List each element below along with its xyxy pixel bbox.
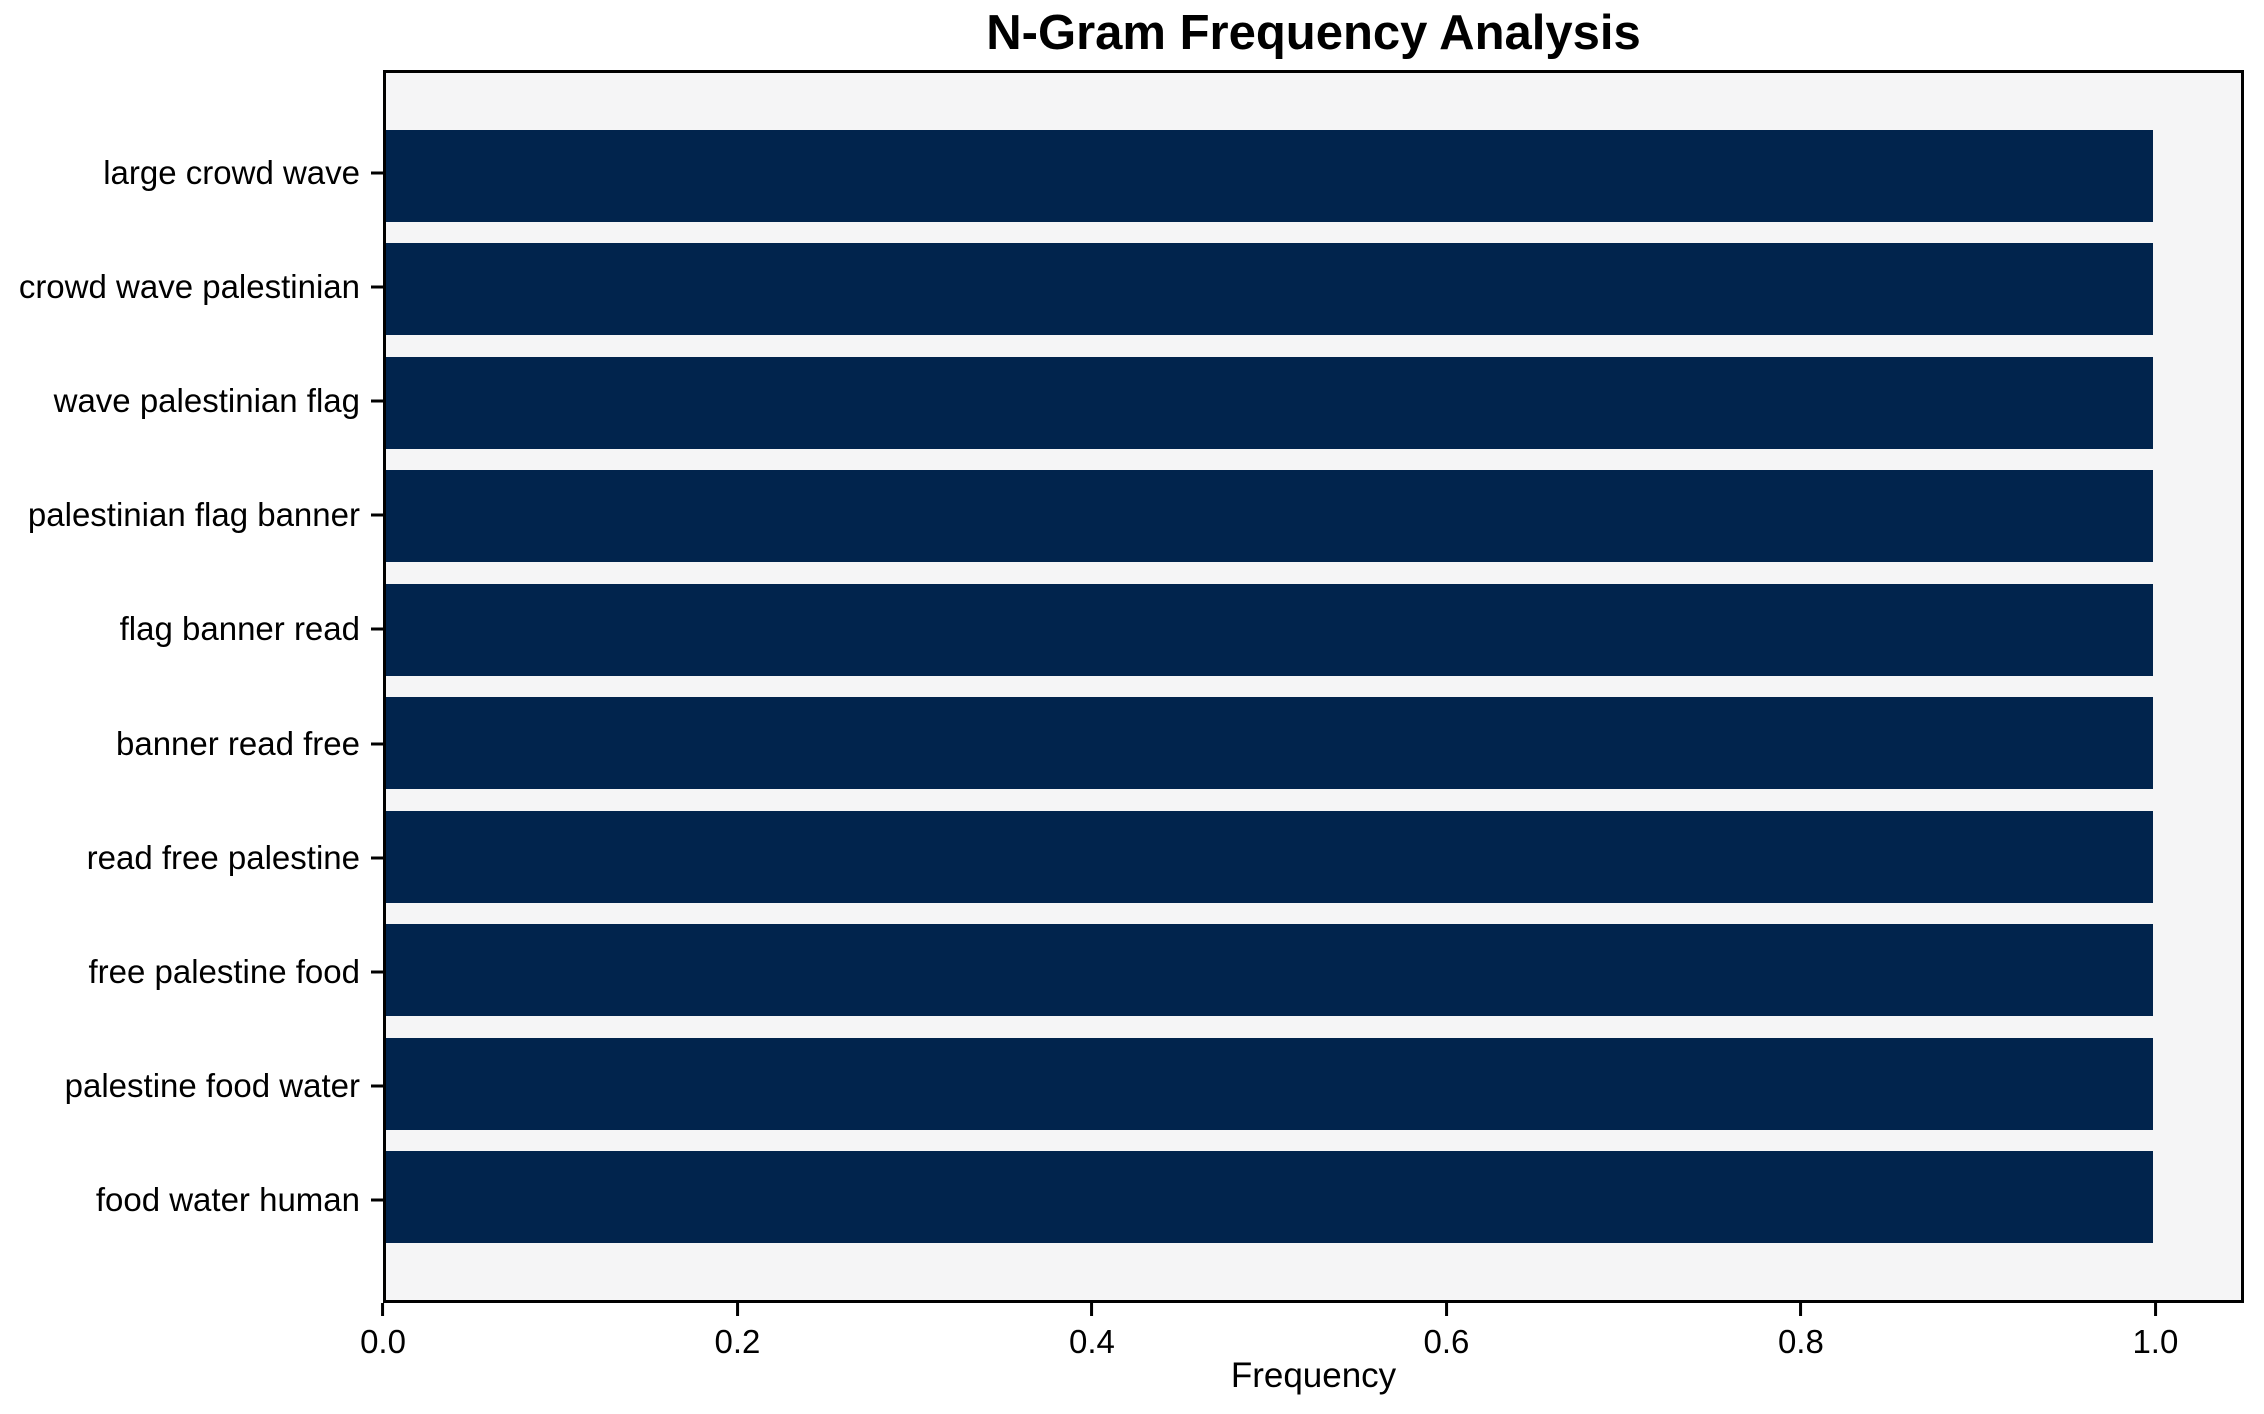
y-tick-label: wave palestinian flag: [53, 382, 360, 420]
y-tick-label: flag banner read: [119, 610, 360, 648]
bar: [386, 129, 2153, 222]
bar: [386, 243, 2153, 336]
bar-row: [386, 573, 2241, 687]
x-tick-label: 0.2: [714, 1323, 761, 1360]
y-tick-row: flag banner read: [0, 572, 383, 686]
y-tick-mark: [371, 742, 383, 746]
bar: [386, 810, 2153, 903]
bar: [386, 583, 2153, 676]
chart-title: N-Gram Frequency Analysis: [986, 6, 1641, 60]
bar-row: [386, 119, 2241, 233]
bar-row: [386, 914, 2241, 1028]
y-axis: large crowd wave crowd wave palestinian wa…: [0, 70, 383, 1303]
y-tick-row: banner read free: [0, 686, 383, 800]
x-tick-label: 0.4: [1069, 1323, 1115, 1360]
y-tick-mark: [371, 627, 383, 631]
y-tick-label: palestinian flag banner: [27, 496, 360, 534]
x-tick-mark: [735, 1303, 739, 1316]
bar: [386, 697, 2153, 790]
bar: [386, 924, 2153, 1017]
bars-container: [386, 73, 2241, 1300]
y-tick-row: large crowd wave: [0, 116, 383, 230]
y-tick-row: food water human: [0, 1143, 383, 1257]
x-tick: 0.8: [1778, 1303, 1824, 1361]
y-tick-label: large crowd wave: [103, 154, 360, 192]
bar: [386, 1151, 2153, 1244]
bar-row: [386, 687, 2241, 801]
y-tick-mark: [371, 513, 383, 517]
y-tick-label: free palestine food: [88, 952, 360, 990]
x-tick: 1.0: [2132, 1303, 2178, 1361]
x-tick-mark: [1444, 1303, 1448, 1316]
x-tick-mark: [381, 1303, 385, 1316]
x-tick: 0.0: [360, 1303, 406, 1361]
y-tick-mark: [371, 856, 383, 860]
x-axis: 0.0 0.2 0.4 0.6 0.8 1.0: [360, 1303, 2244, 1373]
x-tick-label: 1.0: [2132, 1323, 2179, 1360]
x-tick: 0.6: [1423, 1303, 1469, 1361]
y-tick-mark: [371, 1198, 383, 1202]
x-tick-label: 0.0: [360, 1323, 406, 1360]
y-tick-row: palestinian flag banner: [0, 458, 383, 572]
y-tick-row: read free palestine: [0, 801, 383, 915]
y-tick-row: crowd wave palestinian: [0, 230, 383, 344]
y-tick-label: banner read free: [115, 724, 360, 762]
bar-row: [386, 1027, 2241, 1141]
y-tick-mark: [371, 285, 383, 289]
bar: [386, 1037, 2153, 1130]
y-tick-row: wave palestinian flag: [0, 344, 383, 458]
x-tick-label: 0.8: [1777, 1323, 1824, 1360]
plot-area: [383, 70, 2244, 1303]
bar-row: [386, 346, 2241, 460]
x-tick: 0.2: [714, 1303, 761, 1361]
y-tick-label: food water human: [95, 1180, 360, 1218]
x-tick-mark: [1090, 1303, 1094, 1316]
bar-row: [386, 1141, 2241, 1255]
x-tick-mark: [1799, 1303, 1803, 1316]
y-tick-label: crowd wave palestinian: [18, 268, 360, 306]
x-tick: 0.4: [1069, 1303, 1115, 1361]
y-tick-mark: [371, 1084, 383, 1088]
bar-row: [386, 460, 2241, 574]
y-tick-mark: [371, 171, 383, 175]
y-tick-label: palestine food water: [64, 1066, 360, 1104]
y-tick-row: free palestine food: [0, 915, 383, 1029]
x-tick-mark: [2153, 1303, 2157, 1316]
y-tick-mark: [371, 970, 383, 974]
x-axis-title: Frequency: [1230, 1356, 1397, 1395]
x-tick-label: 0.6: [1423, 1323, 1470, 1360]
bar-row: [386, 233, 2241, 347]
y-tick-label: read free palestine: [86, 838, 360, 876]
bar: [386, 470, 2153, 563]
bar: [386, 356, 2153, 449]
bar-row: [386, 800, 2241, 914]
y-tick-row: palestine food water: [0, 1029, 383, 1143]
y-tick-mark: [371, 399, 383, 403]
